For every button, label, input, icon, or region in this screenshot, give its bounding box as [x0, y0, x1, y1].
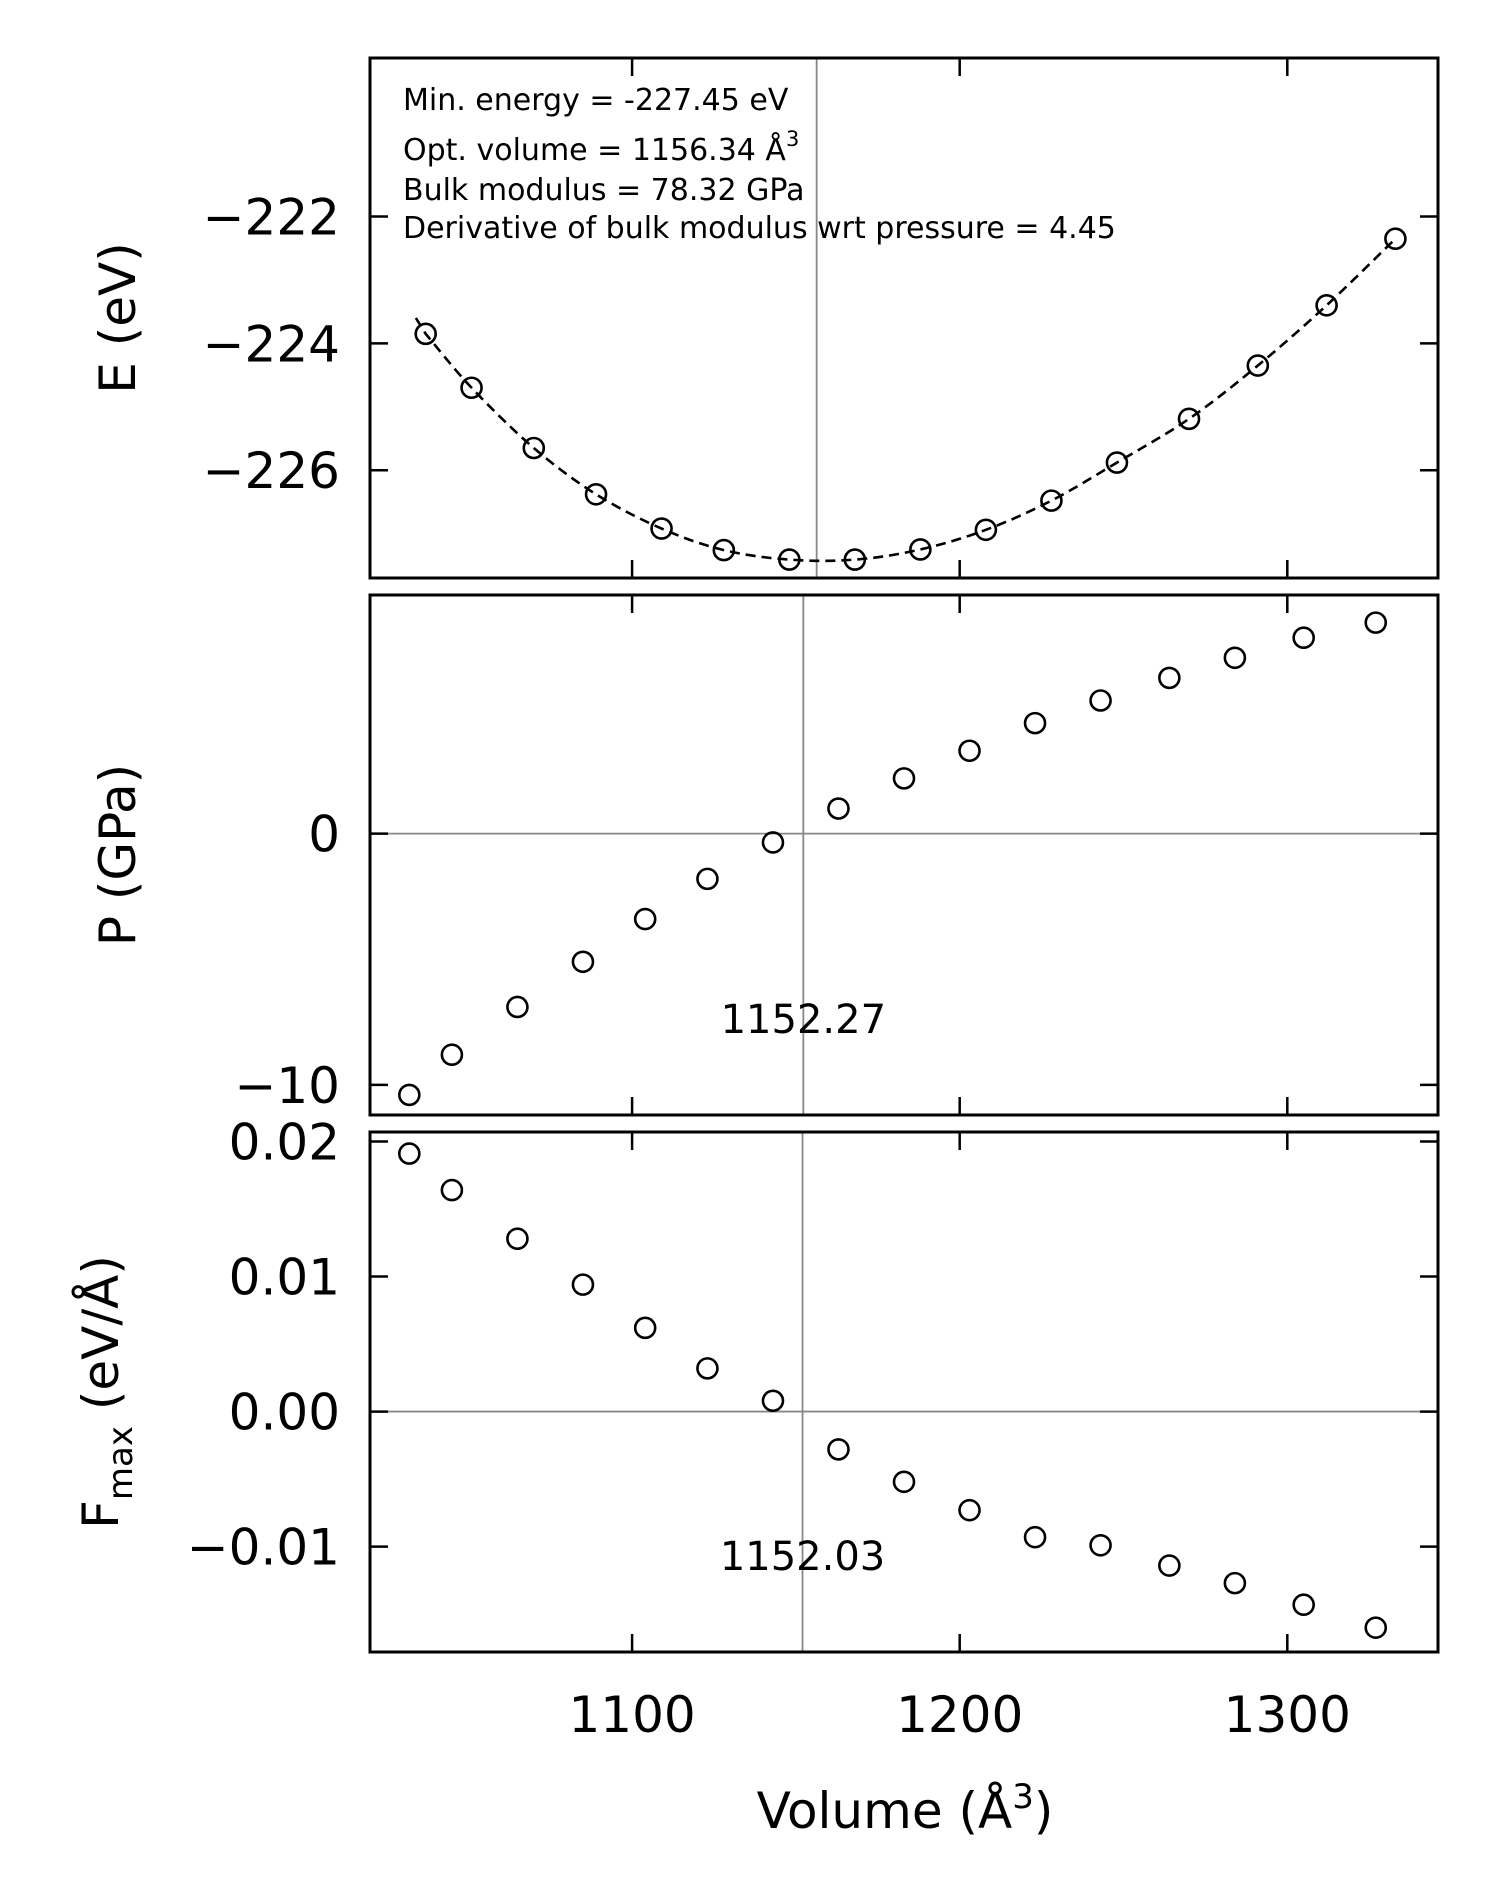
- data-point: [827, 1438, 850, 1461]
- y-axis-label-subscript: max: [101, 1426, 141, 1500]
- data-point: [827, 797, 850, 820]
- data-point: [1089, 689, 1112, 712]
- data-point: [1158, 1554, 1181, 1577]
- data-point: [974, 518, 998, 542]
- data-point: [506, 1227, 529, 1251]
- data-point: [440, 1178, 464, 1202]
- fit-annotation-superscript: 3: [786, 127, 799, 151]
- data-point: [1246, 354, 1270, 377]
- y-tick-label: 0.01: [229, 1249, 340, 1307]
- y-tick-label: 0.00: [229, 1384, 340, 1442]
- energy-panel: −222 −224 −226 E (eV) Min. energy = -227.45 …: [89, 56, 1440, 580]
- data-point: [1364, 1616, 1388, 1639]
- data-point: [958, 739, 981, 763]
- data-point: [584, 482, 608, 506]
- data-point: [414, 322, 437, 346]
- y-tick-label: −10: [234, 1057, 340, 1115]
- data-point: [1040, 489, 1063, 512]
- data-point: [778, 548, 801, 571]
- plot-frame: [368, 1130, 1440, 1654]
- data-point: [892, 1470, 916, 1494]
- y-tick-label: −226: [203, 442, 340, 500]
- optimum-volume-label: 1152.03: [720, 1534, 885, 1580]
- data-point: [909, 538, 932, 561]
- data-point: [650, 517, 673, 540]
- data-point: [1177, 407, 1201, 431]
- y-axis-label-text: E (eV): [89, 242, 147, 393]
- data-point: [761, 1389, 785, 1413]
- data-point: [1223, 1571, 1247, 1595]
- data-point: [440, 1043, 464, 1067]
- data-point: [1315, 294, 1338, 317]
- data-point: [1089, 1533, 1112, 1557]
- y-tick-label: 0: [308, 806, 340, 864]
- data-point: [1158, 666, 1181, 690]
- x-axis-label-close: ): [1034, 1782, 1054, 1840]
- data-point: [712, 538, 736, 562]
- data-point: [398, 1142, 421, 1165]
- pressure-panel: 0 −10 P (GPa) 1152.27: [89, 593, 1440, 1117]
- x-tick-label: 1200: [896, 1686, 1023, 1744]
- y-axis-label: Fmax (eV/Å): [72, 1255, 141, 1529]
- data-point: [1223, 646, 1247, 670]
- data-point: [460, 376, 483, 400]
- force-panel: 0.02 0.01 0.00 −0.01 1100 1200 1300 Fmax (eV/Å)…: [72, 1113, 1440, 1744]
- data-point: [571, 950, 595, 974]
- x-axis-label-text: Volume (Å: [757, 1782, 1013, 1840]
- data-point: [696, 1357, 719, 1380]
- data-point: [398, 1083, 421, 1107]
- y-tick-label: −224: [203, 315, 340, 373]
- data-point: [958, 1498, 981, 1522]
- fit-annotation-text: Opt. volume = 1156.34 Å: [403, 132, 786, 168]
- data-point: [761, 831, 785, 854]
- x-axis-label-superscript: 3: [1012, 1777, 1034, 1817]
- x-axis-label: Volume (Å3): [757, 1777, 1054, 1840]
- y-axis-label-unit: (eV/Å): [72, 1255, 130, 1426]
- plot-frame: [368, 56, 1440, 580]
- fit-annotation: Min. energy = -227.45 eV: [403, 83, 789, 118]
- optimum-volume-label: 1152.27: [721, 997, 886, 1043]
- data-point: [1384, 227, 1407, 251]
- data-point: [506, 995, 529, 1019]
- fit-annotation-text: Bulk modulus = 78.32 GPa: [403, 173, 804, 208]
- fit-annotation-text: Derivative of bulk modulus wrt pressure …: [403, 211, 1116, 246]
- plot-frame: [368, 593, 1440, 1117]
- data-point: [1023, 1525, 1047, 1549]
- data-point: [1105, 451, 1129, 474]
- fit-annotation: Derivative of bulk modulus wrt pressure …: [403, 211, 1116, 246]
- y-axis-label-text: P (GPa): [89, 764, 147, 946]
- data-point: [1023, 711, 1047, 735]
- fit-curve: [414, 237, 1397, 563]
- y-tick-label: 0.02: [229, 1113, 340, 1171]
- data-point: [696, 867, 719, 891]
- data-point: [892, 767, 916, 790]
- y-axis-label: E (eV): [89, 242, 147, 393]
- data-point: [1292, 626, 1315, 650]
- y-tick-label: −222: [203, 189, 340, 247]
- x-tick-label: 1300: [1224, 1686, 1351, 1744]
- fit-annotation: Opt. volume = 1156.34 Å3: [403, 127, 799, 168]
- data-point: [843, 548, 867, 571]
- data-point: [1364, 611, 1388, 634]
- y-axis-label-text: F: [72, 1500, 130, 1529]
- data-point: [571, 1273, 595, 1296]
- y-tick-label: −0.01: [187, 1519, 340, 1577]
- x-tick-label: 1100: [568, 1686, 695, 1744]
- y-axis-label: P (GPa): [89, 764, 147, 946]
- fit-annotation-text: Min. energy = -227.45 eV: [403, 83, 789, 118]
- data-point: [633, 907, 657, 931]
- fit-annotation: Bulk modulus = 78.32 GPa: [403, 173, 804, 208]
- data-point: [522, 436, 546, 460]
- data-point: [1292, 1593, 1315, 1617]
- data-point: [633, 1316, 657, 1340]
